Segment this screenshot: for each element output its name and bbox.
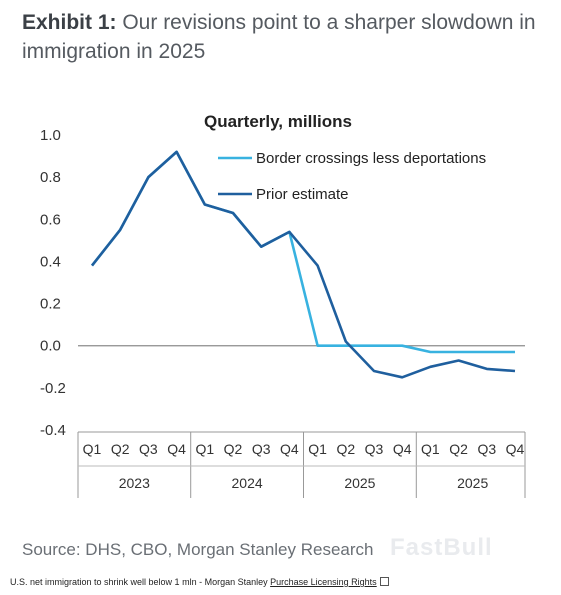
x-tick-label: Q4 [393,441,412,457]
legend-label-2: Prior estimate [256,186,349,203]
x-tick-label: Q3 [365,441,384,457]
series-line-1 [90,150,515,354]
y-tick-label: 0.8 [40,169,61,186]
line-chart: Quarterly, millions 1.0 0.8 0.6 0.4 0.2 0.0 -0.… [40,112,526,498]
x-tick-label: Q2 [449,441,468,457]
source-note: Source: DHS, CBO, Morgan Stanley Researc… [22,540,374,559]
y-tick-label: 1.0 [40,127,61,144]
external-link-icon[interactable] [379,577,389,586]
legend-label-1: Border crossings less deportations [256,150,486,167]
y-tick-label: 0.6 [40,211,61,228]
x-tick-label: Q4 [167,441,186,457]
title-rest: Our revisions point to a sharper slowdow… [22,11,536,63]
licensing-link[interactable]: Purchase Licensing Rights [270,577,377,587]
x-tick-label: Q3 [477,441,496,457]
x-tick-label: Q2 [111,441,130,457]
image-caption: U.S. net immigration to shrink well belo… [10,577,389,587]
caption-text: U.S. net immigration to shrink well belo… [10,577,268,587]
x-tick-label: Q2 [224,441,243,457]
x-tick-label: Q4 [506,441,525,457]
x-tick-label: Q1 [195,441,214,457]
x-tick-label: Q4 [280,441,299,457]
x-tick-label: Q3 [139,441,158,457]
y-tick-label: -0.4 [40,422,66,439]
year-label: 2025 [457,475,488,491]
y-tick-label: -0.2 [40,380,66,397]
series-line-2 [90,150,516,379]
y-tick-label: 0.4 [40,253,61,270]
x-tick-label: Q1 [421,441,440,457]
y-tick-label: 0.2 [40,296,61,313]
chart-title: Exhibit 1: Our revisions point to a shar… [22,8,542,66]
year-label: 2024 [232,475,263,491]
title-bold: Exhibit 1: [22,11,117,34]
x-tick-label: Q1 [83,441,102,457]
x-tick-label: Q2 [336,441,355,457]
year-label: 2025 [344,475,375,491]
year-label: 2023 [119,475,150,491]
x-tick-label: Q3 [252,441,271,457]
y-tick-label: 0.0 [40,338,61,355]
x-tick-label: Q1 [308,441,327,457]
chart-subtitle: Quarterly, millions [204,112,352,131]
watermark-logo: FastBull [390,534,493,561]
